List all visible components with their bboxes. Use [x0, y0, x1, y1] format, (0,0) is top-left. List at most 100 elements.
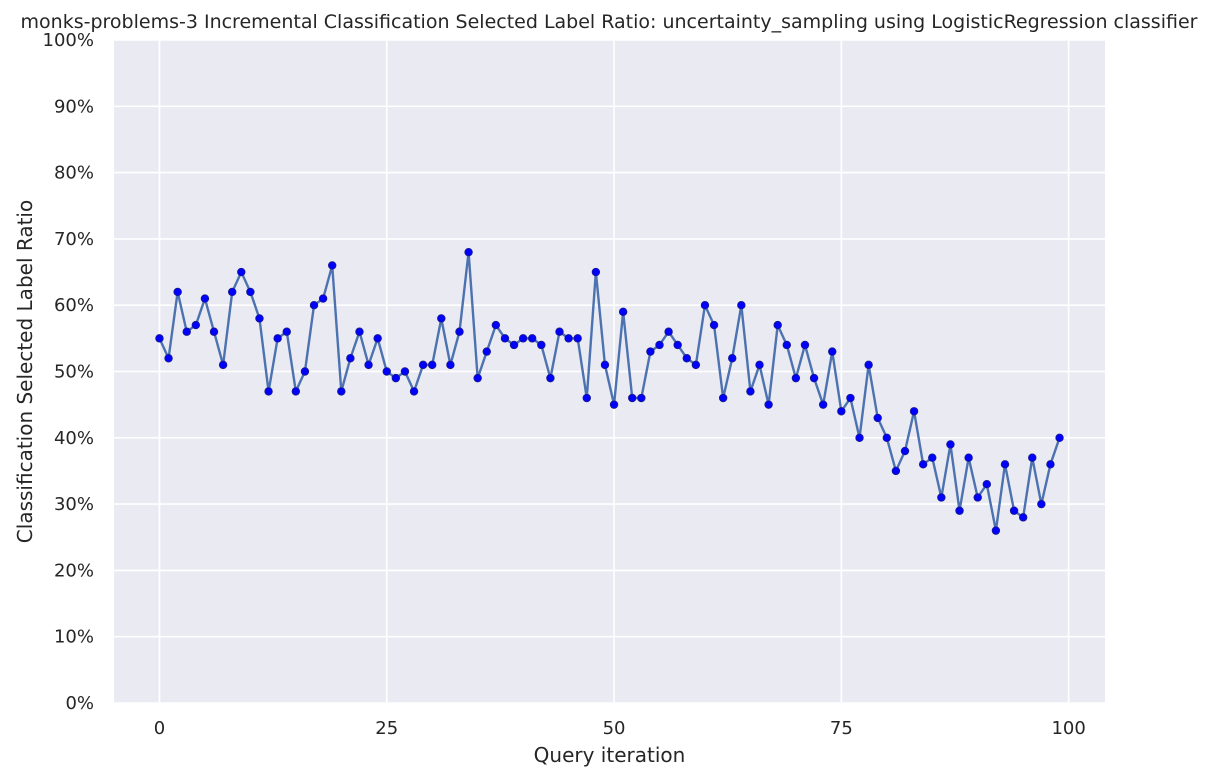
data-point — [746, 387, 755, 396]
series-layer — [155, 247, 1064, 535]
data-point — [682, 354, 691, 363]
x-tick-label: 100 — [1051, 718, 1085, 739]
data-point — [309, 301, 319, 310]
data-point — [873, 413, 882, 423]
data-point — [755, 360, 764, 370]
data-point — [464, 247, 473, 257]
data-point — [282, 327, 291, 336]
data-point — [691, 360, 701, 370]
data-point — [809, 373, 819, 383]
data-point — [846, 393, 855, 403]
data-point — [791, 373, 801, 383]
data-point — [818, 400, 828, 409]
y-tick-label: 30% — [54, 494, 94, 515]
data-point — [373, 334, 382, 343]
data-point — [1046, 460, 1055, 469]
data-point — [182, 327, 191, 336]
data-point — [300, 367, 310, 376]
data-point — [773, 320, 782, 330]
data-point — [409, 387, 419, 396]
data-point — [646, 347, 655, 356]
data-point — [1037, 499, 1046, 509]
data-point — [937, 493, 946, 502]
data-point — [700, 301, 710, 310]
x-tick-label: 75 — [830, 718, 853, 739]
data-point — [1000, 460, 1010, 469]
data-point — [991, 526, 1001, 535]
data-point — [400, 367, 410, 376]
data-point — [909, 407, 919, 416]
data-point — [946, 440, 955, 449]
data-point — [318, 294, 328, 303]
data-point — [518, 334, 528, 343]
data-point — [500, 334, 510, 343]
data-point — [237, 267, 246, 277]
data-point — [582, 393, 591, 403]
data-point — [455, 327, 464, 336]
data-point — [264, 387, 273, 396]
data-point — [473, 373, 482, 383]
y-tick-label: 60% — [54, 295, 94, 316]
y-tick-label: 50% — [54, 362, 94, 383]
data-point — [728, 354, 737, 363]
data-point — [155, 334, 164, 343]
data-point — [928, 453, 937, 462]
y-tick-label: 70% — [54, 229, 94, 250]
data-point — [364, 360, 373, 370]
data-point — [737, 301, 746, 310]
y-tick-label: 80% — [54, 163, 94, 184]
data-point — [664, 327, 673, 336]
data-point — [618, 307, 628, 317]
data-point — [891, 466, 901, 476]
x-tick-label: 50 — [603, 718, 626, 739]
gridlines — [114, 39, 1105, 704]
data-point — [418, 360, 428, 370]
data-point — [546, 373, 555, 383]
data-point — [446, 360, 455, 370]
data-point — [764, 400, 773, 409]
data-point — [291, 387, 301, 396]
data-point — [1055, 433, 1064, 442]
data-point — [528, 334, 537, 343]
data-point — [200, 294, 210, 303]
data-point — [218, 360, 228, 370]
data-point — [882, 433, 891, 442]
data-point — [246, 287, 255, 297]
data-point — [355, 327, 364, 336]
data-point — [191, 320, 201, 330]
x-tick-label: 0 — [154, 718, 165, 739]
y-axis-title: Classification Selected Label Ratio — [13, 200, 37, 543]
data-point — [918, 460, 928, 469]
data-point — [628, 393, 637, 403]
data-point — [600, 360, 610, 370]
data-point — [428, 360, 437, 370]
data-point — [391, 373, 401, 383]
data-point — [227, 287, 237, 297]
x-tick-label: 25 — [375, 718, 398, 739]
y-tick-label: 90% — [54, 96, 94, 117]
data-point — [655, 340, 664, 350]
data-point — [337, 387, 346, 396]
data-point — [437, 314, 446, 323]
data-point — [164, 354, 173, 363]
data-point — [1028, 453, 1037, 462]
data-point — [673, 340, 682, 350]
data-point — [273, 334, 282, 343]
y-tick-label: 0% — [65, 693, 94, 714]
data-point — [828, 347, 837, 356]
data-point — [346, 354, 355, 363]
data-point — [591, 267, 601, 277]
data-point — [964, 453, 973, 462]
data-point — [255, 314, 264, 323]
data-point — [328, 261, 337, 270]
data-point — [609, 400, 619, 409]
y-tick-label: 20% — [54, 560, 94, 581]
series-line — [158, 250, 1061, 532]
data-point — [564, 334, 573, 343]
data-point — [709, 320, 719, 330]
y-tick-label: 100% — [43, 30, 94, 51]
data-point — [209, 327, 219, 336]
data-point — [855, 433, 864, 442]
y-tick-label: 10% — [54, 627, 94, 648]
